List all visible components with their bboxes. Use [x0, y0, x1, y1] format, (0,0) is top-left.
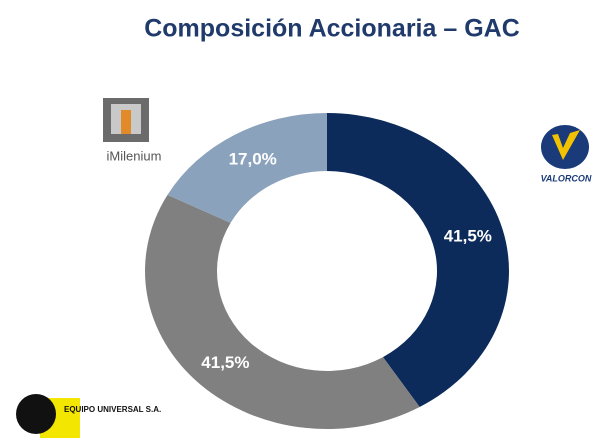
logo-imilenium: iMilenium — [103, 98, 161, 163]
donut-segment — [144, 194, 420, 430]
logo-label: EQUIPO UNIVERSAL S.A. — [64, 405, 161, 414]
logo-valorcon: VALORCON — [541, 125, 592, 183]
value-label: 41,5% — [444, 226, 492, 245]
logo-equipo-universal: EQUIPO UNIVERSAL S.A. — [16, 394, 161, 438]
chart-title: Composición Accionaria – GAC — [144, 15, 520, 43]
value-label: 41,5% — [201, 353, 249, 372]
logo-label: iMilenium — [107, 148, 162, 163]
value-label: 17,0% — [229, 149, 277, 168]
donut-segment — [327, 113, 510, 407]
logo-label: VALORCON — [541, 173, 592, 183]
donut-segment — [167, 113, 327, 223]
